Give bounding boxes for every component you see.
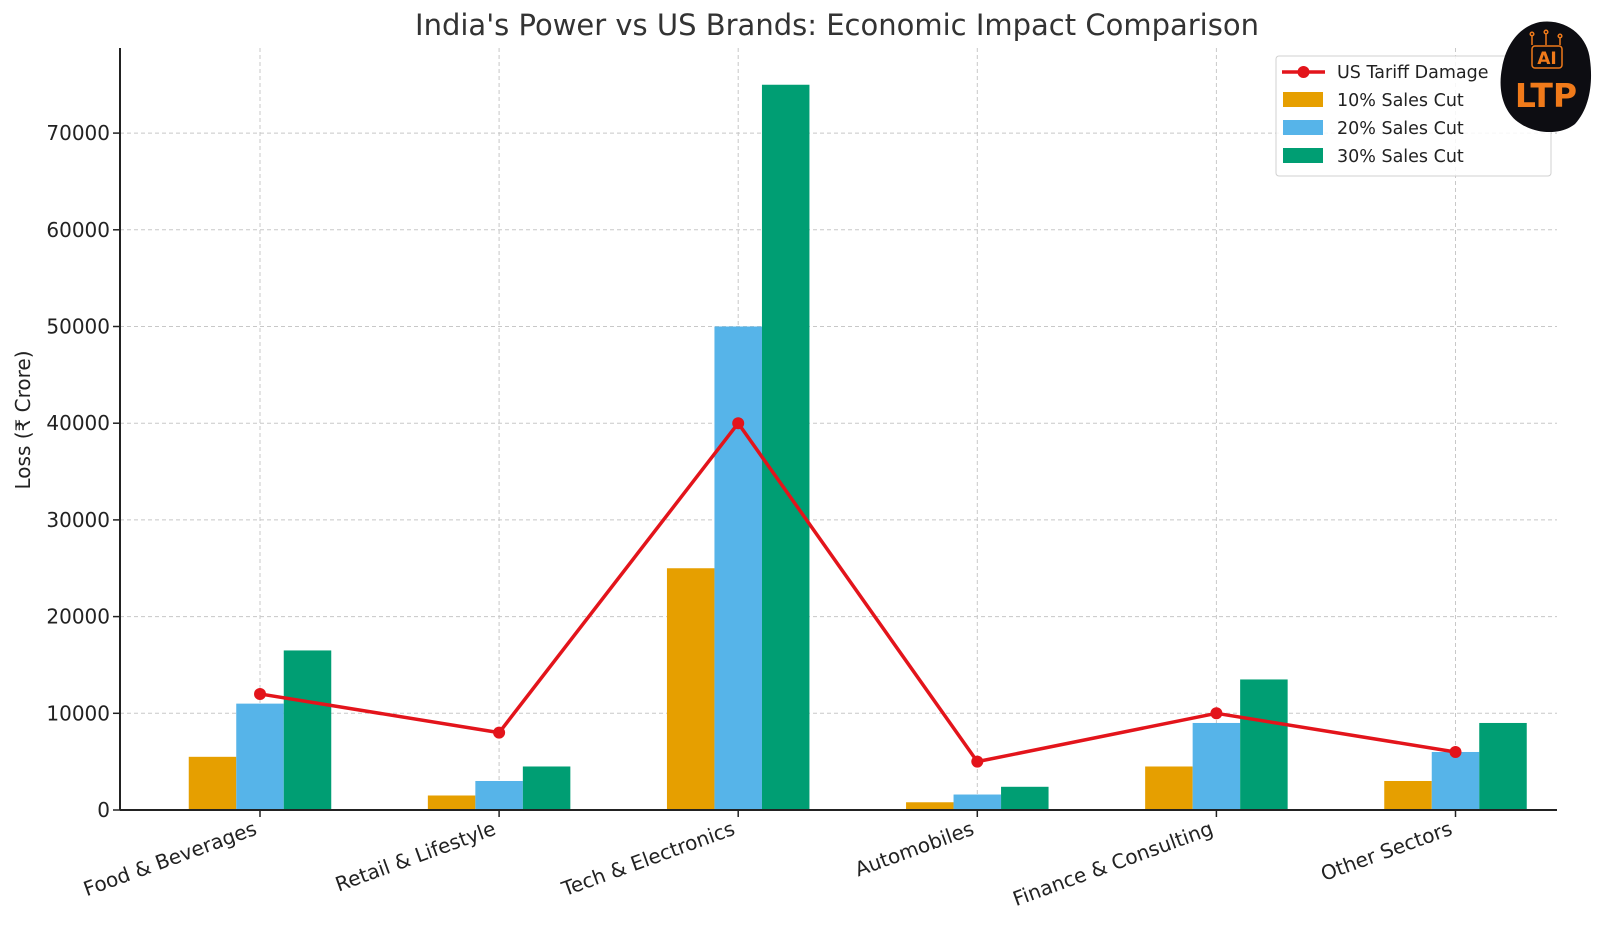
y-tick-label: 20000 [46, 605, 110, 629]
bar [1479, 722, 1527, 810]
bar [906, 802, 954, 810]
logo-badge [1500, 21, 1592, 133]
y-tick-label: 30000 [46, 508, 110, 532]
bar [522, 766, 571, 810]
bar [1001, 786, 1049, 810]
legend: US Tariff Damage 10% Sales Cut 20% Sales C… [1275, 55, 1552, 177]
logo-text-ai: AI [1537, 49, 1556, 69]
bar [761, 84, 810, 810]
legend-items: US Tariff Damage 10% Sales Cut 20% Sales C… [1282, 63, 1489, 167]
y-tick-label: 60000 [46, 218, 110, 242]
bar [953, 794, 1002, 810]
legend-label: 30% Sales Cut [1337, 147, 1464, 167]
line-point [493, 726, 506, 739]
line-point [1449, 745, 1462, 758]
y-tick-label: 70000 [46, 121, 110, 145]
line-point [732, 417, 745, 430]
x-tick-label: Finance & Consulting [1010, 816, 1217, 911]
bar [1145, 766, 1193, 810]
legend-swatch-bar [1283, 92, 1323, 107]
bars-layer [188, 84, 1527, 810]
y-tick-label: 10000 [46, 701, 110, 725]
legend-swatch-bar [1283, 120, 1323, 135]
legend-label: US Tariff Damage [1337, 63, 1489, 83]
y-tick-label: 40000 [46, 411, 110, 435]
legend-swatch-bar [1283, 148, 1323, 163]
y-axis-label: Loss (₹ Crore) [11, 351, 35, 490]
bar [666, 568, 715, 810]
x-tick-label: Other Sectors [1317, 816, 1455, 886]
bar [475, 780, 523, 810]
line-series [258, 421, 1458, 764]
logo: AI LTP [1500, 21, 1592, 133]
logo-text-ltp: LTP [1515, 76, 1577, 115]
bar [236, 703, 284, 810]
bar [1192, 722, 1241, 810]
legend-label: 10% Sales Cut [1337, 91, 1464, 111]
y-tick-label: 0 [97, 798, 110, 822]
line-point [971, 755, 984, 768]
legend-swatch-marker [1297, 66, 1310, 78]
x-tick-label: Automobiles [852, 816, 977, 881]
bar [714, 326, 762, 810]
x-tick-label: Retail & Lifestyle [332, 816, 499, 896]
bar [1240, 679, 1288, 810]
legend-label: 20% Sales Cut [1337, 119, 1464, 139]
axes-layer [119, 48, 1557, 811]
chart-title: India's Power vs US Brands: Economic Imp… [415, 8, 1259, 42]
bar [1384, 780, 1432, 810]
bar [427, 795, 476, 810]
bar [283, 650, 332, 810]
line-point [1210, 707, 1223, 720]
bar [188, 756, 237, 810]
bar [1431, 751, 1480, 810]
x-tick-label: Food & Beverages [80, 816, 260, 901]
x-tick-label: Tech & Electronics [558, 816, 738, 901]
circuit-icon [1529, 29, 1563, 69]
line-point [254, 687, 266, 700]
y-tick-label: 50000 [46, 314, 110, 338]
line-layer [254, 417, 1462, 768]
